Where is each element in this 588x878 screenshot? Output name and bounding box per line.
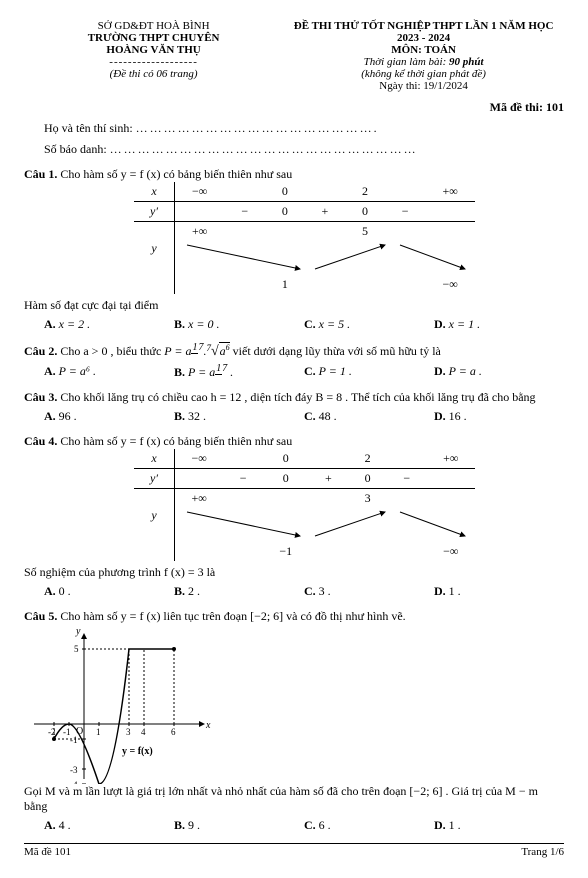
school-1: TRƯỜNG THPT CHUYÊN bbox=[24, 32, 283, 44]
header-left: SỞ GD&ĐT HOÀ BÌNH TRƯỜNG THPT CHUYÊN HOÀ… bbox=[24, 20, 283, 92]
note2: (không kể thời gian phát đề) bbox=[283, 68, 564, 80]
footer: Mã đề 101 Trang 1/6 bbox=[24, 843, 564, 858]
q1: Câu 1. Cho hàm số y = f (x) có bảng biến… bbox=[24, 167, 564, 182]
duration: Thời gian làm bài: 90 phút bbox=[283, 56, 564, 68]
q4: Câu 4. Cho hàm số y = f (x) có bảng biến… bbox=[24, 434, 564, 449]
exam-header: SỞ GD&ĐT HOÀ BÌNH TRƯỜNG THPT CHUYÊN HOÀ… bbox=[24, 20, 564, 92]
q2-opts: A. P = a⁶ . B. P = a17 . C. P = 1 . D. P… bbox=[44, 364, 564, 380]
q4-arrows bbox=[175, 508, 475, 542]
svg-text:-1: -1 bbox=[70, 735, 78, 745]
svg-text:1: 1 bbox=[96, 727, 101, 737]
q1-bbt: x −∞ 0 2 +∞ y′ − 0 + 0 − y +∞ 5 1 −∞ bbox=[134, 182, 475, 294]
school-2: HOÀNG VĂN THỤ bbox=[24, 44, 283, 56]
q2-expr: P = a17.7√a6 bbox=[164, 344, 229, 358]
q1-opts: A. x = 2 . B. x = 0 . C. x = 5 . D. x = … bbox=[44, 317, 564, 332]
svg-text:4: 4 bbox=[141, 727, 146, 737]
svg-text:-3: -3 bbox=[70, 765, 78, 775]
q5-follow: Gọi M và m lần lượt là giá trị lớn nhất … bbox=[24, 784, 564, 814]
dept: SỞ GD&ĐT HOÀ BÌNH bbox=[24, 20, 283, 32]
svg-text:6: 6 bbox=[171, 727, 176, 737]
title: ĐỀ THI THỬ TỐT NGHIỆP THPT LẦN 1 NĂM HỌC… bbox=[283, 20, 564, 44]
header-right: ĐỀ THI THỬ TỐT NGHIỆP THPT LẦN 1 NĂM HỌC… bbox=[283, 20, 564, 92]
q1-arrows bbox=[175, 241, 475, 275]
subject: MÔN: TOÁN bbox=[283, 44, 564, 56]
q4-opts: A. 0 . B. 2 . C. 3 . D. 1 . bbox=[44, 584, 564, 599]
svg-text:y: y bbox=[75, 626, 81, 637]
name-field: Họ và tên thí sinh: ……………………………………………. bbox=[44, 121, 564, 136]
q5-graph: x y O -2 -1 1 3 4 6 5 -1 -3 -4 bbox=[24, 624, 214, 784]
svg-text:3: 3 bbox=[126, 727, 131, 737]
dashes: ------------------- bbox=[24, 56, 283, 68]
q4-bbt: x −∞ 0 2 +∞ y′ − 0 + 0 − y +∞ 3 −1 −∞ bbox=[134, 449, 475, 561]
q3-opts: A. 96 . B. 32 . C. 48 . D. 16 . bbox=[44, 409, 564, 424]
q1-follow: Hàm số đạt cực đại tại điểm bbox=[24, 298, 564, 313]
q5-opts: A. 4 . B. 9 . C. 6 . D. 1 . bbox=[44, 818, 564, 833]
id-field: Số báo danh: ………………………………………………………… bbox=[44, 142, 564, 157]
q4-follow: Số nghiệm của phương trình f (x) = 3 là bbox=[24, 565, 564, 580]
q3: Câu 3. Cho khối lăng trụ có chiều cao h … bbox=[24, 390, 564, 405]
svg-text:y = f(x): y = f(x) bbox=[122, 746, 153, 757]
exam-code: Mã đề thi: 101 bbox=[24, 100, 564, 115]
q2: Câu 2. Cho a > 0 , biểu thức P = a17.7√a… bbox=[24, 342, 564, 360]
pages-note: (Đề thi có 06 trang) bbox=[24, 68, 283, 80]
svg-text:5: 5 bbox=[74, 644, 79, 654]
svg-text:x: x bbox=[205, 720, 211, 731]
date: Ngày thi: 19/1/2024 bbox=[283, 80, 564, 92]
q5: Câu 5. Cho hàm số y = f (x) liên tục trê… bbox=[24, 609, 564, 624]
